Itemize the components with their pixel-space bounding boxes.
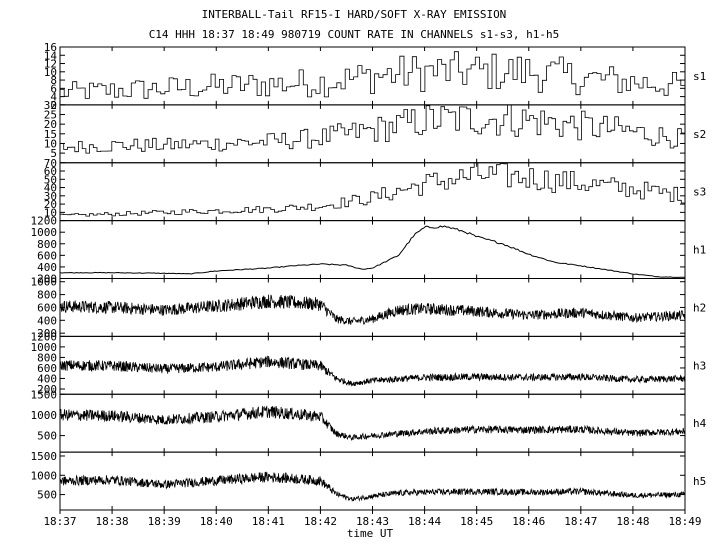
series-line-h4	[59, 405, 686, 441]
y-tick-label-h1: 600	[37, 249, 57, 262]
y-tick-label-s2: 5	[50, 147, 57, 160]
y-tick-label-s1: 12	[44, 58, 57, 71]
y-tick-label-h2: 200	[37, 327, 57, 340]
y-tick-label-s3: 40	[44, 182, 57, 195]
y-tick-label-s2: 30	[44, 99, 57, 112]
y-tick-label-h3: 600	[37, 362, 57, 375]
y-tick-label-s1: 2	[50, 99, 57, 112]
chart-title: INTERBALL-Tail RF15-I HARD/SOFT X-RAY EM…	[202, 8, 507, 21]
panel-frame-h2	[59, 278, 686, 337]
channel-label-h5: h5	[693, 475, 706, 488]
x-tick-label: 18:42	[304, 515, 337, 528]
x-tick-label: 18:39	[148, 515, 181, 528]
y-tick-label-s1: 6	[50, 82, 57, 95]
panel-h4: 500 1000 1500 h4	[31, 388, 707, 453]
channel-label-s3: s3	[693, 186, 706, 199]
y-tick-label-s1: 16	[44, 41, 57, 54]
y-tick-label-h1: 400	[37, 261, 57, 274]
x-tick-label: 18:48	[616, 515, 649, 528]
y-tick-label-h2: 400	[37, 314, 57, 327]
x-tick-label: 18:46	[512, 515, 545, 528]
channel-label-h3: h3	[693, 359, 706, 372]
panel-h5: 500 1000 1500 h5	[31, 450, 706, 511]
series-line-s1	[60, 51, 686, 99]
y-tick-label-h1: 800	[37, 238, 57, 251]
y-tick-label-s1: 10	[44, 66, 57, 79]
y-tick-label-h4: 1000	[31, 409, 58, 422]
y-tick-label-s1: 14	[44, 49, 58, 62]
chart-subtitle: C14 HHH 18:37 18:49 980719 COUNT RATE IN…	[149, 28, 560, 41]
y-tick-label-s3: 30	[44, 190, 57, 203]
y-tick-label-h1: 200	[37, 273, 57, 286]
y-tick-label-h5: 1500	[31, 450, 58, 463]
y-tick-label-s3: 70	[44, 157, 57, 170]
panel-frame-s2	[59, 104, 686, 164]
y-tick-label-s3: 50	[44, 173, 57, 186]
x-axis-label: time UT	[347, 527, 394, 540]
y-tick-label-s3: 20	[44, 198, 57, 211]
channel-label-h1: h1	[693, 244, 706, 257]
y-tick-label-h3: 800	[37, 351, 57, 364]
series-line-s3	[60, 162, 686, 217]
y-tick-label-s2: 20	[44, 118, 57, 131]
channel-label-h2: h2	[693, 301, 706, 314]
y-tick-label-s3: 10	[44, 206, 57, 219]
series-line-h5	[59, 471, 686, 502]
y-tick-label-h3: 1200	[31, 330, 58, 343]
series-line-h2	[59, 294, 686, 325]
x-tick-label: 18:49	[668, 515, 701, 528]
x-axis: 18:37 18:38 18:39 18:40 18:41 18:42 18:43 18:44…	[43, 510, 702, 528]
channel-label-s1: s1	[693, 70, 706, 83]
series-line-h1	[59, 225, 686, 278]
panel-frame-h5	[59, 451, 686, 511]
x-tick-label: 18:41	[252, 515, 285, 528]
x-tick-label: 18:43	[356, 515, 389, 528]
y-tick-label-h4: 500	[37, 430, 57, 443]
y-tick-label-s2: 15	[44, 128, 57, 141]
panel-frame-h1	[59, 220, 686, 279]
y-tick-label-h1: 1200	[31, 215, 58, 228]
x-tick-label: 18:38	[96, 515, 129, 528]
panels-group: 246810121416s151015202530s21020304050607…	[31, 41, 707, 511]
x-tick-label: 18:40	[200, 515, 233, 528]
y-tick-label-h2: 1000	[31, 276, 58, 289]
channel-label-h4: h4	[693, 417, 707, 430]
panel-frame-s1	[59, 46, 686, 106]
y-tick-label-h5: 1000	[31, 469, 58, 482]
y-tick-label-h2: 600	[37, 301, 57, 314]
series-line-h3	[59, 355, 686, 387]
y-tick-label-s2: 25	[44, 109, 57, 122]
channel-label-s2: s2	[693, 128, 706, 141]
y-tick-label-s1: 4	[50, 91, 57, 104]
y-tick-label-h3: 400	[37, 372, 57, 385]
x-tick-label: 18:47	[564, 515, 597, 528]
x-tick-label: 18:37	[43, 515, 76, 528]
y-tick-label-s1: 8	[50, 74, 57, 87]
y-tick-label-s2: 10	[44, 137, 57, 150]
y-tick-label-h4: 1500	[31, 388, 58, 401]
y-tick-label-h1: 1000	[31, 226, 58, 239]
y-tick-label-h3: 1000	[31, 341, 58, 354]
y-tick-label-s3: 60	[44, 165, 57, 178]
x-tick-label: 18:44	[408, 515, 441, 528]
series-line-s2	[60, 104, 686, 154]
y-tick-label-h3: 200	[37, 383, 57, 396]
y-tick-label-h2: 800	[37, 289, 57, 302]
panel-frame-h4	[59, 393, 686, 453]
x-tick-label: 18:45	[460, 515, 493, 528]
y-tick-label-h5: 500	[37, 489, 57, 502]
